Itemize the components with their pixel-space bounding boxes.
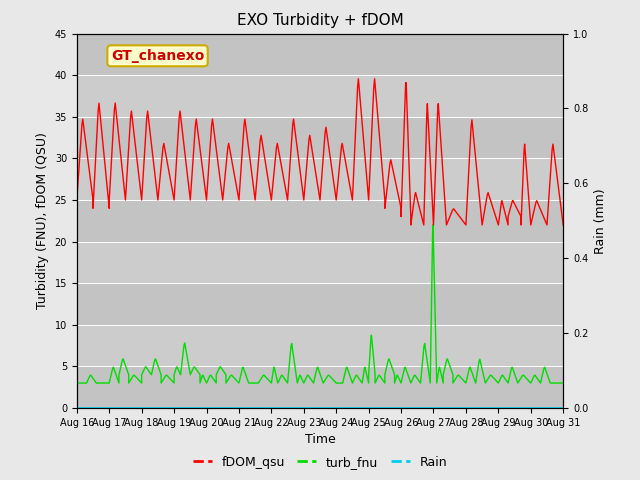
Bar (77, 34, 563, 75)
Y-axis label: Turbidity (FNU), fDOM (QSU): Turbidity (FNU), fDOM (QSU) (36, 132, 49, 309)
Legend: fDOM_qsu, turb_fnu, Rain: fDOM_qsu, turb_fnu, Rain (188, 451, 452, 474)
Bar (77, 283, 563, 325)
X-axis label: Time: Time (305, 433, 335, 446)
Text: GT_chanexo: GT_chanexo (111, 49, 204, 63)
Bar (77, 366, 563, 408)
Bar (77, 200, 563, 241)
Y-axis label: Rain (mm): Rain (mm) (594, 188, 607, 253)
Bar (77, 117, 563, 158)
Title: EXO Turbidity + fDOM: EXO Turbidity + fDOM (237, 13, 403, 28)
